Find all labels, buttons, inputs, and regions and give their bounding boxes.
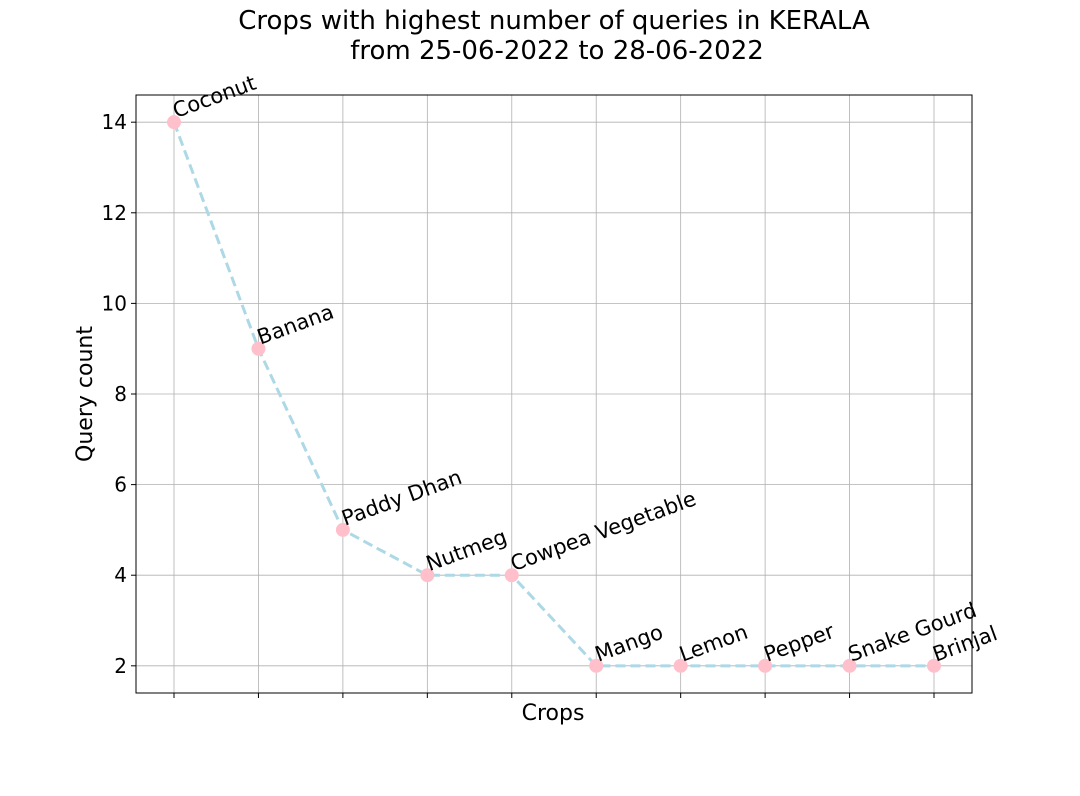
y-axis-label: Query count	[73, 326, 98, 462]
data-label: Cowpea Vegetable	[507, 486, 699, 575]
data-point	[927, 658, 941, 673]
data-point	[335, 522, 350, 537]
series-line-layer	[172, 121, 934, 668]
y-tick-label: 6	[114, 473, 127, 497]
x-axis-label: Crops	[522, 701, 585, 726]
data-point	[673, 658, 688, 673]
data-point	[758, 658, 773, 673]
data-label: Banana	[254, 300, 337, 350]
y-tick-label: 10	[102, 291, 127, 315]
y-tick-label: 8	[114, 382, 127, 406]
data-label: Paddy Dhan	[338, 465, 465, 531]
data-point	[420, 568, 435, 583]
data-point	[504, 568, 519, 583]
plot-area-border	[135, 94, 973, 694]
data-label: Nutmeg	[423, 525, 510, 576]
chart-title-line-2: from 25-06-2022 to 28-06-2022	[350, 36, 764, 66]
data-points	[167, 115, 941, 673]
y-tick-label: 4	[114, 563, 127, 587]
data-label: Pepper	[761, 619, 838, 667]
data-point	[167, 115, 181, 130]
data-point	[251, 341, 266, 356]
axis-ticks: 2 4 6 8 10 12 14	[102, 110, 935, 698]
data-label: Coconut	[170, 71, 260, 123]
data-label: Lemon	[676, 620, 751, 667]
grid-lines	[136, 95, 972, 693]
y-tick-label: 14	[102, 110, 127, 134]
chart-title-line-1: Crops with highest number of queries in …	[238, 6, 870, 36]
data-label: Mango	[592, 620, 666, 667]
series-line	[172, 121, 934, 668]
data-point	[842, 658, 857, 673]
y-tick-label: 12	[102, 201, 127, 225]
data-point	[589, 658, 604, 673]
y-tick-label: 2	[114, 654, 127, 678]
